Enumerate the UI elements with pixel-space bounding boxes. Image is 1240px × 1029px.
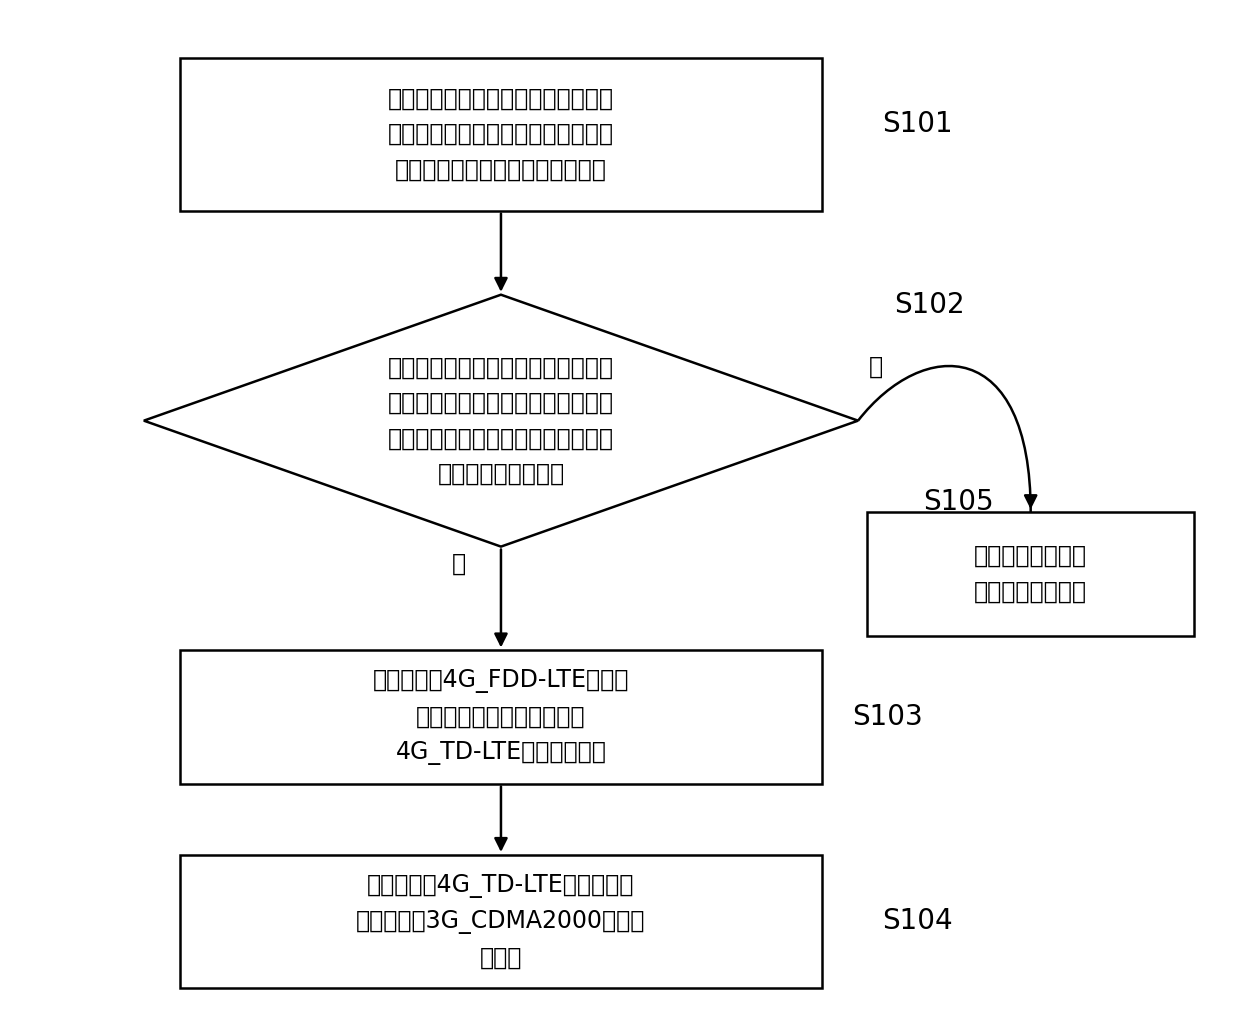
Text: 否: 否 — [869, 354, 883, 379]
Bar — [180, 58, 822, 211]
Text: 是: 是 — [453, 552, 466, 576]
Bar — [180, 650, 822, 784]
Text: S103: S103 — [852, 703, 923, 731]
Text: S105: S105 — [924, 488, 994, 516]
Bar — [180, 855, 822, 988]
Text: S101: S101 — [882, 110, 952, 138]
Text: 若当前没有4G_TD-LTE网络，则使
终端切换为3G_CDMA2000网络进
行上网: 若当前没有4G_TD-LTE网络，则使 终端切换为3G_CDMA2000网络进 … — [356, 874, 646, 969]
Text: 判断实时上传或者下载的文件大小是
否小于预设的文件大小阈值且在单位
时间内的平均上传下载数据量是否小
于预设的数据量阈值: 判断实时上传或者下载的文件大小是 否小于预设的文件大小阈值且在单位 时间内的平均… — [388, 356, 614, 486]
Text: S104: S104 — [882, 908, 952, 935]
Text: S102: S102 — [894, 291, 965, 319]
Text: 使终端按照默认的
网络方式进行上网: 使终端按照默认的 网络方式进行上网 — [975, 544, 1087, 603]
Bar — [867, 512, 1194, 636]
Text: 当终端进行上网操作时，检测实时上
传或者下载的文件大小和计算终端在
单位时间内的平均上传下载数据量: 当终端进行上网操作时，检测实时上 传或者下载的文件大小和计算终端在 单位时间内的… — [388, 86, 614, 181]
Polygon shape — [144, 294, 858, 546]
Text: 使终端关闭4G_FDD-LTE网络，
并且优先切换为功耗最少的
4G_TD-LTE网络进行上网: 使终端关闭4G_FDD-LTE网络， 并且优先切换为功耗最少的 4G_TD-LT… — [373, 669, 629, 765]
